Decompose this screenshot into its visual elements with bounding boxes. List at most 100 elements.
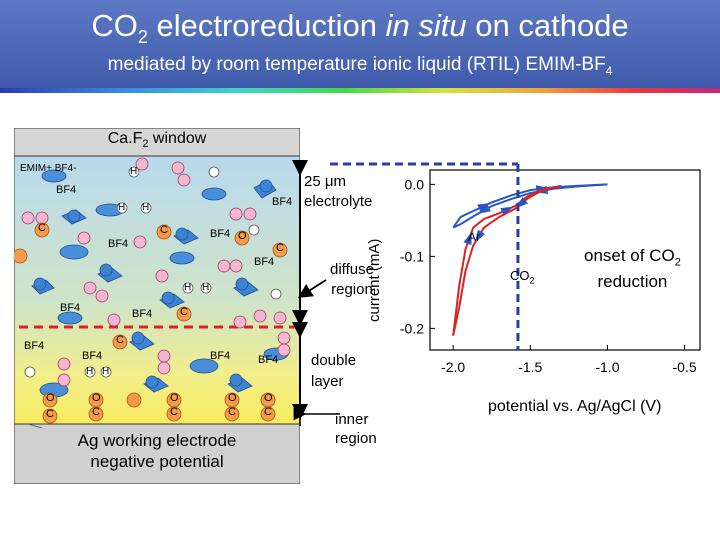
- bf4-oval: [201, 187, 227, 201]
- co2-molecules: [21, 157, 291, 387]
- emim-cation: [31, 277, 55, 295]
- subtitle-subscript: 4: [605, 63, 613, 78]
- plot-frame: [429, 169, 701, 351]
- caf2-window: [14, 128, 300, 157]
- subtitle-text: mediated by room temperature ionic liqui…: [107, 54, 606, 75]
- electrode-label-line2: negative potential: [90, 452, 224, 471]
- diffuse-label: diffuse region: [330, 260, 374, 300]
- co2-label-main: CO: [510, 268, 530, 283]
- x-axis-label: potential vs. Ag/AgCl (V): [488, 398, 662, 415]
- scan-direction-arrow: [477, 203, 491, 214]
- emim-cation: [129, 331, 155, 351]
- series-line: [452, 183, 608, 229]
- anion-label: BF4: [60, 302, 81, 314]
- bf4-oval: [59, 244, 89, 260]
- x-tick-label: -0.5: [673, 359, 697, 375]
- cell-graphic: [14, 128, 300, 484]
- anion-label: BF4: [108, 238, 129, 250]
- thickness-line1: 25 μm: [304, 173, 346, 190]
- hydrogen-label: H: [102, 366, 110, 377]
- bf4-oval: [169, 251, 195, 265]
- series-line: [452, 184, 562, 336]
- emim-cation: [253, 179, 277, 199]
- carbon-label: C: [92, 406, 100, 418]
- anion-label: BF4: [254, 256, 275, 268]
- y-tick-label: 0.0: [405, 176, 425, 192]
- emim-cation: [143, 375, 169, 393]
- thickness-label: 25 μm electrolyte: [304, 172, 372, 212]
- diffuse-line2: region: [331, 281, 373, 298]
- hydrogen-label: H: [202, 282, 210, 293]
- oxygen-label: O: [92, 392, 101, 404]
- electrode-label-line1: Ag working electrode: [77, 431, 237, 450]
- series-line: [452, 183, 608, 229]
- slide-subtitle: mediated by room temperature ionic liqui…: [0, 54, 720, 78]
- carbon-label: C: [46, 408, 54, 420]
- inner-region-label: inner region: [335, 410, 377, 448]
- cation-group: [27, 179, 277, 429]
- carbon-label: C: [276, 242, 284, 254]
- emim-cation: [233, 277, 259, 297]
- anion-label: BF4: [24, 340, 45, 352]
- hydrogen-label: H: [86, 366, 94, 377]
- emim-cation: [97, 263, 123, 283]
- silver-electrode: [14, 423, 300, 484]
- diffuse-line1: diffuse: [330, 261, 374, 278]
- chart-lines: [452, 183, 608, 336]
- double-layer-label: double layer: [311, 350, 356, 392]
- window-label-main: Ca.F: [107, 130, 143, 147]
- window-label: Ca.F2 window: [14, 130, 300, 150]
- hydrogen-label: H: [118, 202, 126, 213]
- inner-line1: inner: [335, 411, 369, 428]
- inner-line2: region: [335, 430, 377, 447]
- hydrogen-label: H: [184, 282, 192, 293]
- carbon-label: C: [180, 306, 188, 318]
- anion-label: BF4: [56, 184, 77, 196]
- bf4-oval: [189, 358, 219, 374]
- double-line2: layer: [311, 373, 344, 390]
- carbon-label: C: [264, 406, 272, 418]
- co2-label-sub: 2: [529, 275, 535, 286]
- carbon-label: C: [170, 406, 178, 418]
- title-co: CO: [91, 8, 138, 43]
- carbon-label: C: [228, 406, 236, 418]
- title-rest: electroreduction: [147, 8, 386, 43]
- series-line: [452, 184, 562, 336]
- series-label-ar: Ar: [468, 230, 480, 244]
- carbon-label: C: [116, 334, 124, 346]
- title-italic: in situ: [385, 8, 467, 43]
- onset-label-line1: onset of CO2: [584, 246, 681, 272]
- x-tick-label: -2.0: [441, 359, 465, 375]
- oxygen-label: O: [264, 392, 273, 404]
- scan-direction-arrow: [474, 229, 486, 243]
- hydrogen-label: H: [130, 166, 138, 177]
- scan-direction-arrow: [500, 206, 514, 216]
- onset-label-line2: reduction: [597, 272, 668, 292]
- carbon-atoms: [14, 222, 288, 424]
- series-label-co2: CO2: [510, 268, 535, 286]
- rainbow-divider: [0, 88, 720, 93]
- title-co-subscript: 2: [137, 27, 148, 48]
- oxygen-label: O: [238, 230, 247, 242]
- emim-cation: [227, 373, 253, 393]
- carbon-label: C: [160, 224, 168, 236]
- thickness-line2: electrolyte: [304, 193, 373, 210]
- electrode-label: Ag working electrode negative potential: [14, 430, 300, 472]
- onset-label: onset of CO2 reduction: [584, 246, 681, 292]
- oxygen-label: O: [46, 392, 55, 404]
- emim-cation: [61, 209, 87, 225]
- anion-label: BF4: [132, 308, 153, 320]
- emim-cation: [173, 227, 199, 245]
- onset-label-sub: 2: [674, 256, 681, 269]
- y-tick-label: -0.2: [400, 320, 424, 336]
- title-banner: [0, 0, 720, 88]
- anion-label: BF4: [272, 196, 293, 208]
- emim-cation: [159, 291, 185, 309]
- window-label-end: window: [148, 130, 207, 147]
- emim-cation: [27, 423, 43, 429]
- y-axis-label: current (mA): [366, 238, 383, 322]
- cell-diagram: Ca.F2 window EMIM+ BF4- BF4 BF4 BF4 BF4 …: [14, 128, 300, 484]
- onset-label-main: onset of CO: [584, 246, 675, 265]
- y-tick-label: -0.1: [400, 248, 424, 264]
